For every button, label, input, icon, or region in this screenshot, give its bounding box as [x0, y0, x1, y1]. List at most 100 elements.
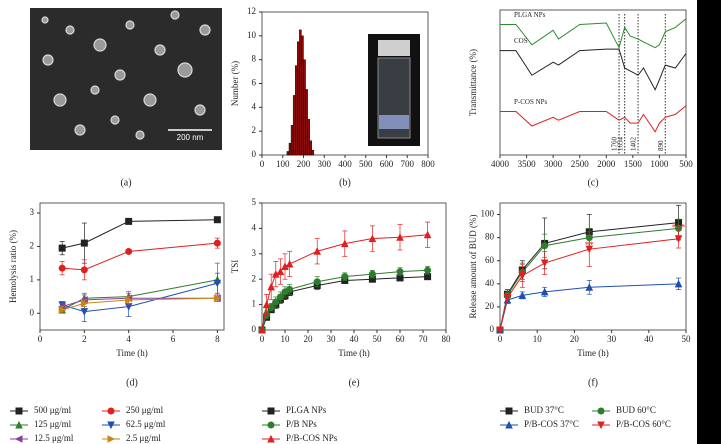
marker — [340, 239, 349, 248]
marker — [276, 267, 285, 276]
marker — [125, 217, 133, 225]
y-tick-label: 5 — [252, 197, 257, 207]
marker — [285, 259, 294, 268]
legend-label: P/B-COS NPs — [286, 433, 338, 443]
marker — [80, 239, 88, 247]
marker — [80, 266, 88, 274]
bar — [305, 89, 308, 156]
marker — [107, 407, 115, 415]
x-tick-label: 1000 — [650, 159, 669, 169]
y-tick-label: 0 — [30, 307, 35, 317]
series-line — [261, 276, 428, 331]
x-tick-label: 50 — [682, 334, 692, 344]
y-tick-label: 1 — [252, 299, 257, 309]
bar — [299, 29, 302, 156]
reference-label: 1402 — [630, 137, 638, 152]
x-tick-label: 0 — [498, 334, 503, 344]
marker — [15, 420, 23, 429]
y-tick-label: 6 — [252, 78, 257, 88]
x-tick-label: 0 — [260, 159, 265, 169]
y-tick-label: 8 — [252, 54, 257, 64]
marker — [341, 273, 349, 281]
marker — [125, 296, 133, 304]
series-line — [61, 279, 218, 311]
vial-cap — [378, 40, 410, 56]
marker — [423, 230, 432, 239]
bar — [295, 65, 298, 156]
series-line — [62, 282, 218, 313]
x-tick-label: 2500 — [571, 159, 590, 169]
x-tick-label: 800 — [421, 159, 435, 169]
marker — [267, 421, 275, 429]
reference-label: 890 — [657, 140, 665, 151]
y-axis-label: TSI — [230, 260, 240, 274]
marker — [267, 434, 275, 443]
y-tick-label: 40 — [485, 278, 495, 288]
x-tick-label: 0 — [38, 334, 43, 344]
marker — [213, 216, 221, 224]
legend-label: 62.5 μg/ml — [126, 419, 166, 429]
marker — [14, 435, 23, 443]
legend-label: 500 μg/ml — [34, 405, 72, 415]
vial-photo — [368, 34, 420, 146]
y-axis-label: Transmittance (%) — [468, 49, 478, 116]
marker — [313, 247, 322, 255]
y-tick-label: 3 — [252, 248, 257, 258]
x-tick-label: 30 — [607, 334, 617, 344]
marker — [286, 285, 294, 293]
x-axis-label: Time (h) — [577, 348, 608, 358]
marker — [396, 274, 404, 282]
caption: (a) — [120, 177, 131, 188]
series-label: COS — [514, 37, 528, 45]
x-tick-label: 10 — [533, 334, 543, 344]
marker — [213, 279, 222, 288]
legend-label: PLGA NPs — [286, 405, 327, 415]
bar — [288, 142, 292, 156]
marker — [313, 278, 321, 286]
annotation: ** — [585, 240, 595, 250]
y-tick-label: 0 — [252, 324, 257, 334]
marker — [503, 294, 512, 302]
x-tick-label: 40 — [644, 334, 654, 344]
bar — [311, 150, 315, 156]
marker — [541, 242, 549, 250]
x-axis-label: Time (h) — [338, 348, 369, 358]
legend-label: 12.5 μg/ml — [34, 433, 74, 443]
series-line — [500, 48, 687, 91]
marker — [540, 259, 549, 268]
marker — [518, 291, 527, 299]
bar — [309, 140, 313, 156]
marker — [424, 273, 432, 281]
caption: (e) — [348, 377, 359, 388]
x-tick-label: 200 — [297, 159, 311, 169]
marker — [505, 407, 513, 415]
caption: (d) — [126, 377, 138, 388]
x-tick-label: 50 — [373, 334, 383, 344]
marker — [505, 420, 513, 429]
y-tick-label: 0 — [252, 149, 257, 159]
marker — [213, 239, 221, 247]
x-tick-label: 20 — [570, 334, 580, 344]
marker — [368, 270, 376, 278]
reference-label: 1760 — [611, 137, 619, 152]
bar — [292, 95, 296, 156]
marker — [597, 421, 605, 430]
bar — [290, 125, 294, 156]
marker — [15, 407, 23, 415]
y-axis-label: Hemolysis ratio (%) — [8, 230, 18, 303]
scale-label: 200 nm — [177, 133, 204, 142]
x-tick-label: 10 — [281, 334, 291, 344]
x-tick-label: 2000 — [597, 159, 616, 169]
series-label: P-COS NPs — [514, 98, 548, 106]
y-tick-label: 60 — [485, 255, 495, 265]
x-tick-label: 3500 — [518, 159, 537, 169]
series-line — [499, 238, 679, 331]
x-tick-label: 600 — [380, 159, 394, 169]
marker — [585, 283, 594, 291]
caption: (c) — [587, 177, 598, 188]
y-tick-label: 2 — [252, 125, 257, 135]
marker — [674, 235, 683, 243]
marker — [58, 244, 66, 252]
y-tick-label: 12 — [247, 6, 256, 16]
